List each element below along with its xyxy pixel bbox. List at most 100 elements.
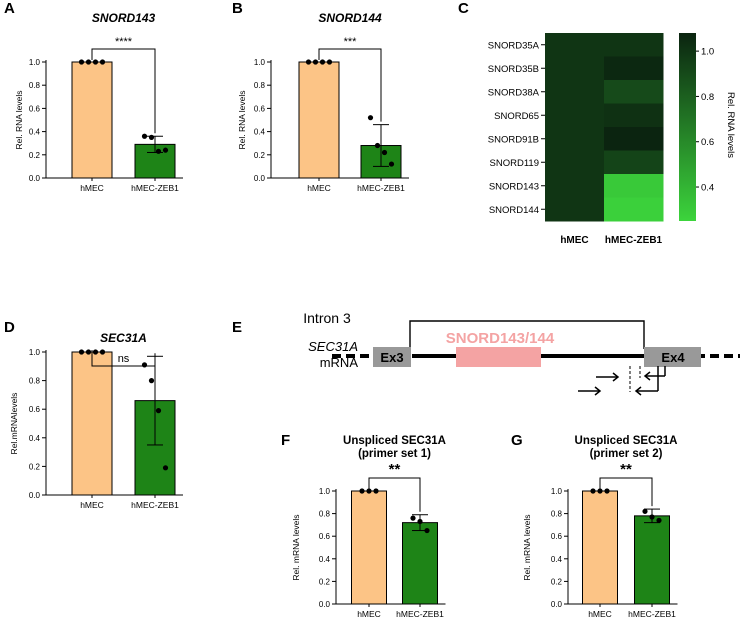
heatmap-cell xyxy=(545,127,605,151)
data-point xyxy=(92,349,99,355)
bar-hmec xyxy=(298,61,340,179)
data-point xyxy=(424,527,430,534)
y-tick-label: 0.0 xyxy=(254,174,266,183)
snord-box xyxy=(456,347,541,367)
y-tick-label: 0.0 xyxy=(29,174,41,183)
significance-label: ** xyxy=(620,461,632,478)
y-axis-label: Rel. mRNA levels xyxy=(522,514,532,580)
data-point xyxy=(148,134,155,140)
heatmap-cell xyxy=(604,197,664,222)
y-tick-label: 0.8 xyxy=(254,81,266,90)
y-tick-label: 0.6 xyxy=(551,532,563,541)
data-point xyxy=(85,59,92,65)
intron-bracket xyxy=(409,320,645,349)
y-tick-label: 0.6 xyxy=(254,104,266,113)
data-point xyxy=(656,517,662,523)
significance-label: *** xyxy=(344,36,358,48)
exon4-label: Ex4 xyxy=(661,350,685,365)
row-label: SNORD35B xyxy=(488,64,539,75)
x-tick-label: hMEC xyxy=(307,183,331,193)
y-axis-label: Rel. RNA levels xyxy=(237,90,247,149)
data-point xyxy=(78,349,85,355)
row-label: SNORD119 xyxy=(490,158,539,169)
bar-hmec xyxy=(582,490,618,605)
y-tick-label: 1.0 xyxy=(29,348,41,357)
data-point xyxy=(155,408,162,414)
data-point xyxy=(99,349,106,355)
y-tick-label: 0.2 xyxy=(319,577,331,586)
data-point xyxy=(381,149,388,156)
y-axis-label: Rel. RNA levels xyxy=(14,90,24,149)
y-tick-label: 0.4 xyxy=(551,555,563,564)
colorbar-tick-label: 1.0 xyxy=(701,47,714,58)
exon3-label: Ex3 xyxy=(380,350,403,365)
y-tick-label: 0.8 xyxy=(551,510,563,519)
exon3-box xyxy=(373,347,411,367)
x-tick-label: hMEC-ZEB1 xyxy=(357,183,405,193)
y-tick-label: 0.2 xyxy=(29,151,41,160)
panel-label-a: A xyxy=(4,0,15,17)
x-tick-label: hMEC-ZEB1 xyxy=(131,183,179,193)
y-axis-label: Rel.mRNAlevels xyxy=(9,393,19,455)
column-label: hMEC xyxy=(560,235,588,246)
data-point xyxy=(359,488,365,494)
y-tick-label: 0.4 xyxy=(319,555,331,564)
colorbar-tick-label: 0.8 xyxy=(701,92,714,103)
bar-chart-unspliced-set2: Unspliced SEC31A(primer set 2) 0.0 0.2 0.4 0… xyxy=(522,435,678,619)
primer-reverse-1 xyxy=(639,366,666,381)
x-tick-label: hMEC xyxy=(588,609,612,619)
row-label: SNORD144 xyxy=(489,205,539,216)
data-point xyxy=(162,465,169,471)
y-tick-label: 0.6 xyxy=(319,532,331,541)
colorbar-tick-label: 0.6 xyxy=(701,137,714,148)
heatmap-cell xyxy=(604,150,664,175)
chart-title: SNORD144 xyxy=(318,11,382,25)
heatmap-cell xyxy=(604,33,664,57)
heatmap-cell xyxy=(545,56,605,81)
significance-bracket xyxy=(91,350,156,367)
data-point xyxy=(388,161,395,167)
y-tick-label: 0.0 xyxy=(551,600,563,609)
y-tick-label: 0.8 xyxy=(29,377,41,386)
data-point xyxy=(417,518,423,525)
bar-chart-sec31a: SEC31A 0.0 0.2 0.4 0.6 0.8 1.0 hMEC hMEC-ZEB1 Rel… xyxy=(9,331,183,510)
data-point xyxy=(141,133,148,139)
data-point xyxy=(162,147,169,153)
panel-label-g: G xyxy=(511,432,523,449)
row-label: SNORD65 xyxy=(494,111,539,122)
row-label: SNORD91B xyxy=(488,134,539,145)
panel-label-c: C xyxy=(458,0,469,17)
y-tick-label: 0.0 xyxy=(29,491,41,500)
heatmap-cell xyxy=(545,174,605,198)
significance-bracket xyxy=(599,477,653,507)
data-point xyxy=(326,59,333,65)
y-tick-label: 1.0 xyxy=(29,58,41,67)
y-tick-label: 0.2 xyxy=(29,462,41,471)
data-point xyxy=(312,59,319,65)
bar-hmec xyxy=(71,61,113,179)
panel-label-d: D xyxy=(4,319,15,336)
data-point xyxy=(604,488,610,494)
bar-hmec-zeb1 xyxy=(634,515,670,605)
data-point xyxy=(374,142,381,149)
significance-bracket xyxy=(91,48,156,134)
data-point xyxy=(92,59,99,65)
data-point xyxy=(373,488,379,494)
significance-bracket xyxy=(368,477,421,512)
y-tick-label: 0.2 xyxy=(551,577,563,586)
chart-subtitle: (primer set 2) xyxy=(590,448,663,460)
row-label: SNORD38A xyxy=(488,87,540,98)
significance-label: **** xyxy=(115,36,133,48)
heatmap-cell xyxy=(604,103,664,128)
data-point xyxy=(366,488,372,494)
sec31a-gene-diagram: Intron 3 Ex3 SNORD143/144 Ex4 SEC31A mRN… xyxy=(303,310,740,396)
data-point xyxy=(367,115,374,121)
chart-title: SEC31A xyxy=(100,331,147,345)
y-axis-label: Rel. mRNA levels xyxy=(291,514,301,580)
y-tick-label: 0.8 xyxy=(29,81,41,90)
heatmap-cell xyxy=(545,80,605,104)
y-tick-label: 1.0 xyxy=(551,487,563,496)
heatmap-cell xyxy=(545,197,605,222)
x-tick-label: hMEC-ZEB1 xyxy=(131,500,179,510)
